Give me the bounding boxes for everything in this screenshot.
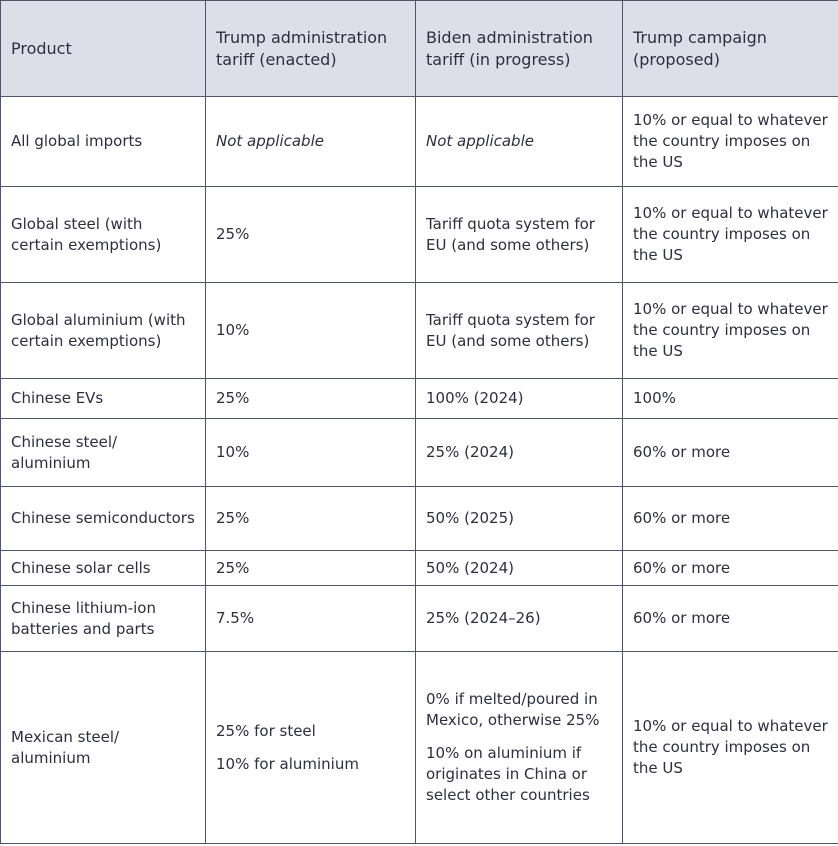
- table-cell: Chinese steel/ aluminium: [0, 418, 206, 487]
- table-cell: 100%: [622, 378, 838, 419]
- table-cell: 25%: [205, 378, 416, 419]
- table-row: Global aluminium (with certain exemption…: [0, 282, 838, 379]
- table-row: Chinese EVs 25% 100% (2024) 100%: [0, 378, 838, 419]
- table-row: Chinese lithium-ion batteries and parts 7…: [0, 585, 838, 652]
- table-row: Chinese steel/ aluminium 10% 25% (2024) 60%…: [0, 418, 838, 487]
- table-cell: 25%: [205, 486, 416, 551]
- table-cell: Chinese lithium-ion batteries and parts: [0, 585, 206, 652]
- header-cell: Trump administration tariff (enacted): [205, 0, 416, 97]
- table-cell: 10% or equal to whatever the country imp…: [622, 186, 838, 283]
- table-cell: Global steel (with certain exemptions): [0, 186, 206, 283]
- table-cell: 60% or more: [622, 418, 838, 487]
- table-cell: 60% or more: [622, 486, 838, 551]
- table-cell: 100% (2024): [415, 378, 623, 419]
- table-cell: 50% (2024): [415, 550, 623, 586]
- table-cell: 10% or equal to whatever the country imp…: [622, 651, 838, 844]
- cell-paragraph: 0% if melted/poured in Mexico, otherwise…: [426, 690, 600, 729]
- table-cell: 25% (2024–26): [415, 585, 623, 652]
- table-cell: Not applicable: [205, 96, 416, 187]
- table-cell: Tariff quota system for EU (and some oth…: [415, 282, 623, 379]
- table-cell: 10%: [205, 282, 416, 379]
- table-cell: Tariff quota system for EU (and some oth…: [415, 186, 623, 283]
- table-row: Chinese solar cells 25% 50% (2024) 60% or m…: [0, 550, 838, 586]
- table-cell: 25%: [205, 186, 416, 283]
- cell-paragraph: 25% for steel: [216, 721, 316, 740]
- table-cell: 50% (2025): [415, 486, 623, 551]
- table-cell: 60% or more: [622, 550, 838, 586]
- table-row: Mexican steel/ aluminium 25% for steel 10%…: [0, 651, 838, 844]
- table-cell: Chinese EVs: [0, 378, 206, 419]
- table-cell: Global aluminium (with certain exemption…: [0, 282, 206, 379]
- table-cell: 25% for steel 10% for aluminium: [205, 651, 416, 844]
- table-cell: 10% or equal to whatever the country imp…: [622, 96, 838, 187]
- cell-paragraph: 10% on aluminium if originates in China …: [426, 744, 590, 804]
- header-row: Product Trump administration tariff (enac…: [0, 0, 838, 97]
- table-row: Global steel (with certain exemptions) 25…: [0, 186, 838, 283]
- table-cell: 0% if melted/poured in Mexico, otherwise…: [415, 651, 623, 844]
- table-cell: 60% or more: [622, 585, 838, 652]
- table-header: Product Trump administration tariff (enac…: [0, 0, 838, 97]
- header-cell: Trump campaign (proposed): [622, 0, 838, 97]
- table-cell: Chinese solar cells: [0, 550, 206, 586]
- table-cell: Chinese semiconductors: [0, 486, 206, 551]
- table-cell: 25% (2024): [415, 418, 623, 487]
- table-body: All global imports Not applicable Not appl…: [0, 96, 838, 844]
- header-cell: Biden administration tariff (in progress…: [415, 0, 623, 97]
- table-cell: 10%: [205, 418, 416, 487]
- table-cell: Mexican steel/ aluminium: [0, 651, 206, 844]
- table-cell: 7.5%: [205, 585, 416, 652]
- header-cell: Product: [0, 0, 206, 97]
- table-cell: All global imports: [0, 96, 206, 187]
- table-row: All global imports Not applicable Not appl…: [0, 96, 838, 187]
- table-row: Chinese semiconductors 25% 50% (2025) 60% o…: [0, 486, 838, 551]
- table-cell: Not applicable: [415, 96, 623, 187]
- table-cell: 10% or equal to whatever the country imp…: [622, 282, 838, 379]
- cell-paragraph: 10% for aluminium: [216, 754, 359, 773]
- table-cell: 25%: [205, 550, 416, 586]
